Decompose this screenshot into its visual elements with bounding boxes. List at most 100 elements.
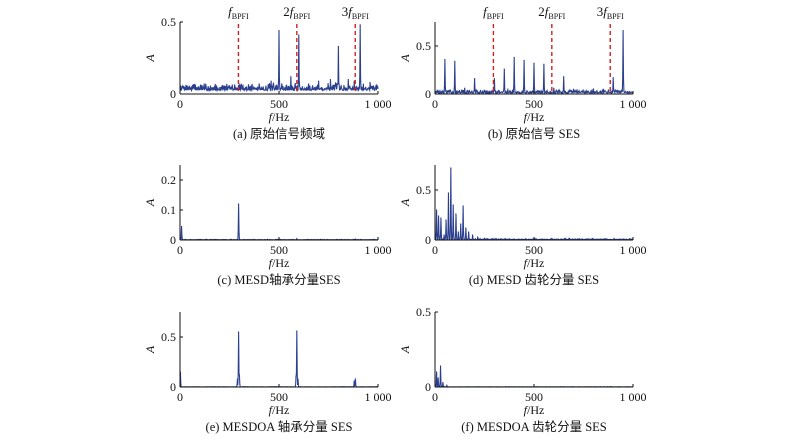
spectrum-peak [290, 76, 292, 78]
x-tick-label: 1 000 [620, 97, 647, 111]
spectrum-line [434, 167, 634, 242]
y-tick-label: 0 [170, 380, 176, 394]
bpfi-marker-subscript: BPFI [607, 12, 624, 21]
x-tick-label: 1 000 [365, 243, 392, 257]
bpfi-marker-multiplier: 3 [597, 4, 604, 19]
x-tick-label: 0 [432, 243, 438, 257]
bpfi-marker-label: fBPFI [483, 4, 504, 21]
bpfi-marker-label: 3fBPFI [342, 4, 369, 21]
y-tick-label: 0 [425, 380, 431, 394]
spectrum-peak [248, 86, 250, 88]
spectrum-peak [347, 79, 349, 81]
spectrum-peak [270, 80, 272, 82]
spectrum-peak [318, 80, 320, 82]
x-axis-label-main: f [524, 403, 529, 417]
spectrum-peak [437, 377, 439, 379]
panel-e: 0 500 1 000 0 0.5 Af/Hz (e) MESDOA 轴承分量 SES [143, 312, 392, 434]
x-tick-label: 0 [177, 243, 183, 257]
spectrum-peak [437, 215, 440, 217]
spectrum-peak [439, 365, 442, 367]
x-axis-label-unit: /Hz [272, 403, 289, 417]
spectrum-peak [513, 56, 515, 59]
bpfi-marker-symbol: f [603, 4, 609, 19]
spectrum-peak [457, 231, 459, 233]
x-tick-label: 1 000 [365, 390, 392, 404]
spectrum-peak [454, 60, 456, 62]
x-axis-label: f/Hz [269, 256, 290, 270]
panel-c: 0 500 1 000 0 0.1 0.2 Af/Hz (c) MESD轴承分量SES [143, 165, 392, 287]
spectrum-peak [236, 378, 239, 380]
panel-f: 0 500 1 000 0 0.5 Af/Hz (f) MESDOA 齿轮分量 SES [398, 305, 647, 434]
spectrum-peak [359, 24, 361, 26]
spectrum-peak [237, 84, 240, 86]
panel-caption: (c) MESD轴承分量SES [217, 272, 340, 287]
y-tick-label: 0.5 [161, 15, 176, 29]
spectrum-peak [369, 81, 371, 84]
spectrum-line [179, 24, 379, 93]
x-axis-label: f/Hz [524, 403, 545, 417]
spectrum-peak [553, 87, 555, 89]
spectrum-line [179, 330, 378, 388]
spectrum-peak [455, 213, 457, 215]
bpfi-marker-label: 3fBPFI [597, 4, 624, 21]
spectrum-peak [278, 30, 280, 32]
y-axis-label: A [143, 345, 157, 354]
bpfi-marker-label: 2fBPFI [538, 4, 565, 21]
x-tick-label: 500 [525, 390, 543, 404]
x-axis-label: f/Hz [524, 110, 545, 124]
x-axis-label: f/Hz [269, 403, 290, 417]
bpfi-marker-multiplier: 3 [342, 4, 349, 19]
spectrum-line [434, 30, 634, 96]
spectrum-peak [447, 192, 450, 194]
x-tick-label: 500 [270, 243, 288, 257]
spectrum-peak [442, 381, 444, 384]
spectrum-peak [493, 78, 495, 80]
x-tick-label: 500 [525, 243, 543, 257]
bpfi-marker-symbol: f [483, 4, 489, 19]
spectrum-peak [238, 374, 240, 376]
x-tick-label: 0 [177, 97, 183, 111]
spectrum-peak [483, 237, 486, 240]
bpfi-marker-subscript: BPFI [548, 12, 565, 21]
spectrum-peak [329, 79, 332, 81]
panel-caption: (e) MESDOA 轴承分量 SES [206, 419, 353, 434]
spectrum-peak [337, 45, 339, 48]
spectrum-peak [258, 83, 260, 85]
spectrum-peak [297, 378, 299, 380]
spectrum-peak [180, 225, 183, 228]
panel-caption: (a) 原始信号频域 [233, 127, 325, 141]
y-tick-label: 0 [425, 87, 431, 101]
x-axis-label-main: f [524, 110, 529, 124]
spectrum-peak [460, 223, 462, 225]
x-axis-label-unit: /Hz [527, 403, 544, 417]
spectrum-peak [612, 77, 614, 79]
bpfi-marker-symbol: f [228, 4, 234, 19]
y-tick-label: 0 [170, 233, 176, 247]
x-axis-label-main: f [524, 256, 529, 270]
bpfi-marker-symbol: f [348, 4, 354, 19]
spectrum-peak [237, 331, 240, 333]
spectrum-peak [353, 380, 355, 382]
x-axis-label-main: f [269, 256, 274, 270]
y-tick-label: 0.5 [416, 305, 431, 319]
spectrum-peak [354, 238, 356, 240]
x-tick-label: 500 [270, 390, 288, 404]
spectrum-peak [592, 88, 595, 90]
y-axis-label: A [143, 198, 157, 207]
spectrum-peak [503, 68, 505, 70]
spectrum-peak [185, 84, 187, 86]
spectrum-peak [573, 88, 575, 90]
spectrum-peak [474, 78, 476, 80]
y-axis-label: A [398, 345, 412, 354]
spectrum-peak [444, 58, 446, 61]
spectrum-peak [443, 234, 445, 236]
spectrum-peak [295, 376, 297, 378]
x-tick-label: 1 000 [365, 97, 392, 111]
spectrum-peak [472, 234, 474, 236]
y-tick-label: 0 [170, 87, 176, 101]
spectrum-line [179, 203, 379, 241]
spectrum-peak [228, 86, 231, 88]
spectrum-peak [440, 217, 442, 219]
